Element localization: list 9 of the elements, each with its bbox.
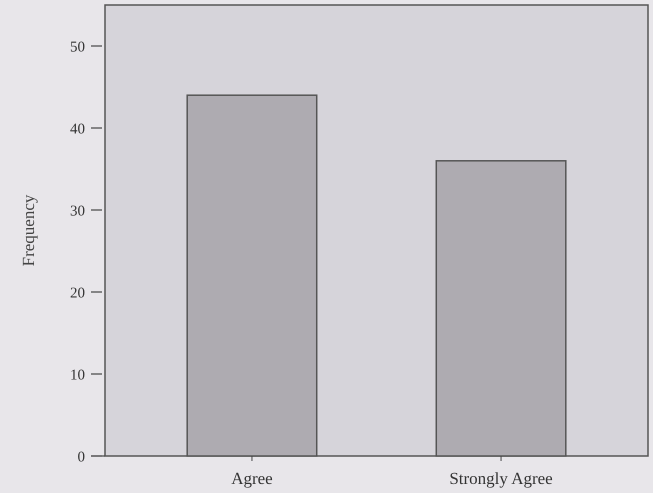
y-tick-label: 20 — [70, 285, 85, 302]
y-tick-label: 50 — [70, 39, 85, 56]
x-tick-label: Agree — [231, 469, 273, 488]
y-axis-title: Frequency — [19, 194, 38, 266]
x-tick-label: Strongly Agree — [449, 469, 553, 488]
y-tick-label: 0 — [78, 449, 85, 466]
y-tick-label: 30 — [70, 203, 85, 220]
y-tick-label: 40 — [70, 121, 85, 138]
y-tick-label: 10 — [70, 367, 85, 384]
